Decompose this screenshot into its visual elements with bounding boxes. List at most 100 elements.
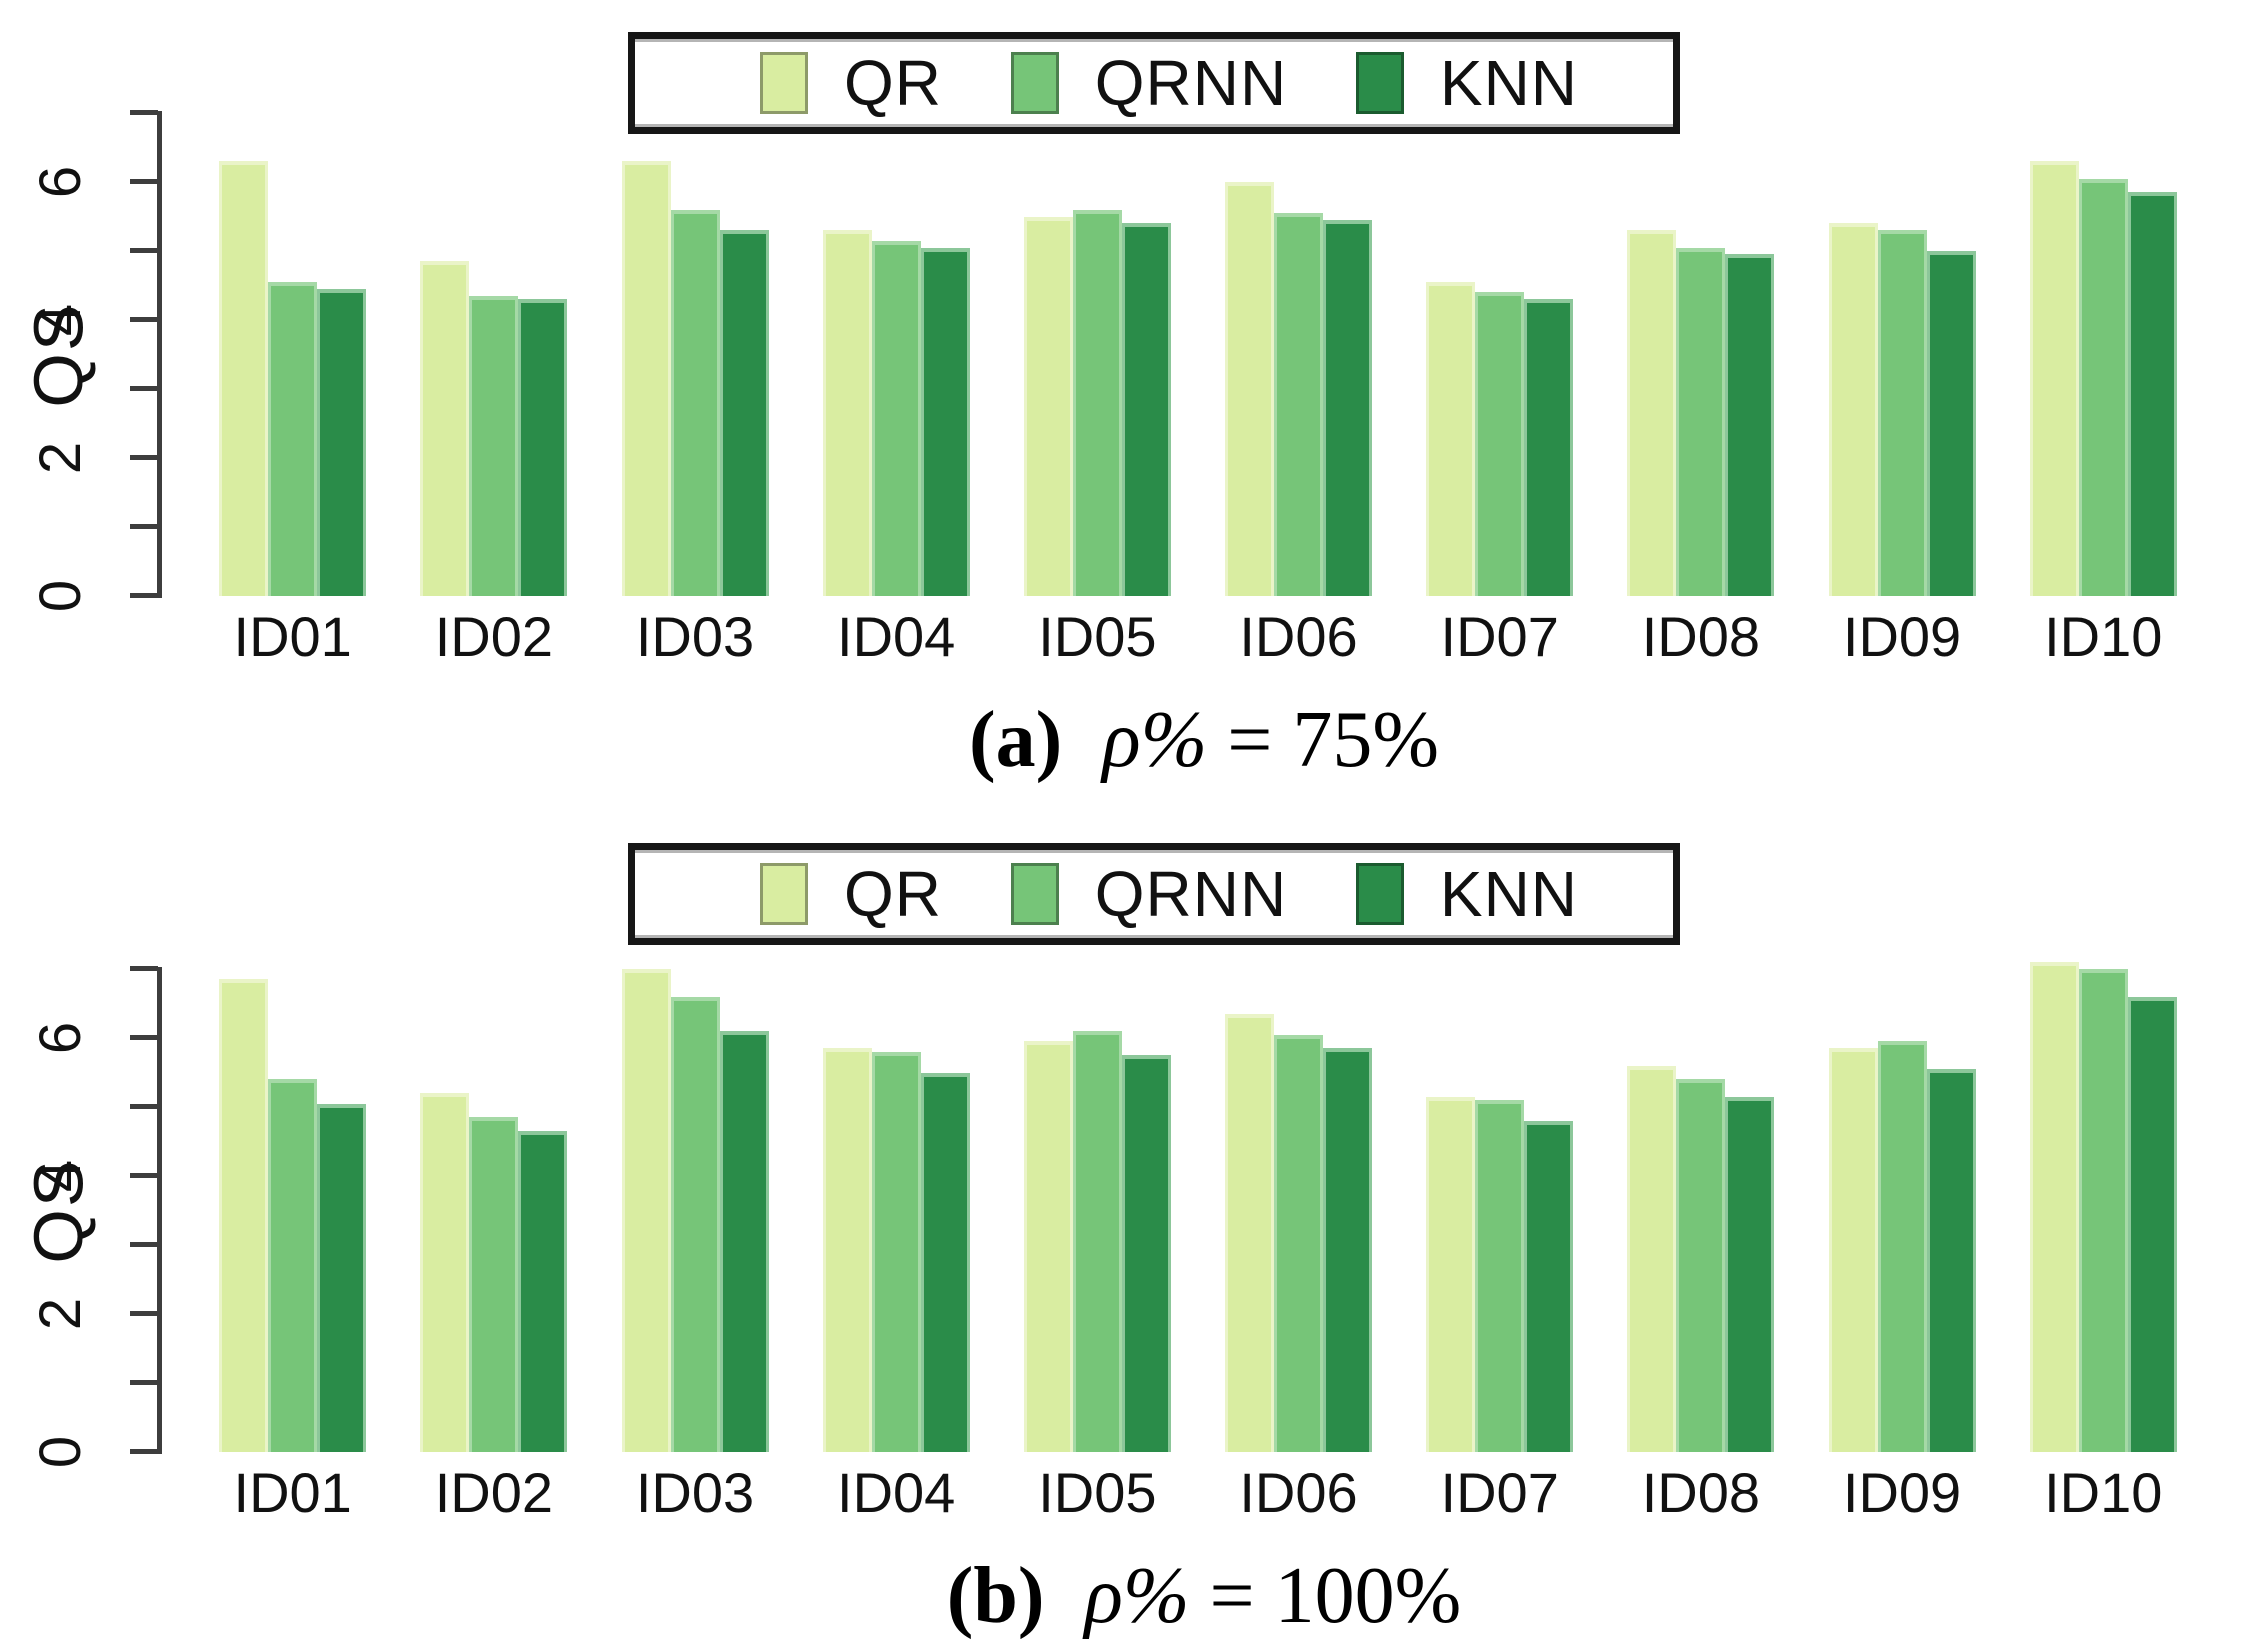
bar-qr-id04 <box>822 1048 872 1452</box>
x-label-id05: ID05 <box>1038 605 1157 668</box>
x-axis-labels: ID01 ID02 ID03 ID04 ID05 ID06 ID07 ID08 ID09 ID10 <box>165 604 2231 669</box>
bar-group-id02 <box>420 261 568 596</box>
y-tick <box>130 1380 158 1385</box>
bar-qr-id09 <box>1828 223 1878 596</box>
bar-knn-id04 <box>920 1072 970 1452</box>
bar-group-id04 <box>822 1048 970 1452</box>
legend-box: QR QRNN KNN <box>628 32 1680 134</box>
bar-knn-id10 <box>2127 192 2177 596</box>
legend-label-qr: QR <box>844 47 942 119</box>
bars-area <box>165 962 2231 1452</box>
bar-group-id09 <box>1828 223 1976 596</box>
y-tick <box>130 110 158 115</box>
bar-group-id01 <box>219 979 367 1452</box>
caption-rho-symbol: ρ% <box>1084 1552 1190 1640</box>
bar-group-id10 <box>2029 161 2177 596</box>
bar-qrnn-id04 <box>871 1051 921 1452</box>
caption-rho-symbol: ρ% <box>1102 696 1208 784</box>
bar-group-id01 <box>219 161 367 596</box>
legend-swatch-knn <box>1355 863 1404 925</box>
bar-knn-id03 <box>719 230 769 596</box>
bar-group-id03 <box>621 969 769 1452</box>
bar-qrnn-id09 <box>1877 1041 1927 1452</box>
legend-label-qr: QR <box>844 858 942 930</box>
bar-knn-id10 <box>2127 996 2177 1452</box>
bar-group-id08 <box>1627 230 1775 596</box>
bar-qr-id07 <box>1426 1096 1476 1452</box>
x-axis-labels: ID01 ID02 ID03 ID04 ID05 ID06 ID07 ID08 ID09 ID10 <box>165 1460 2231 1525</box>
x-label-id04: ID04 <box>837 1461 956 1524</box>
x-label-id05: ID05 <box>1038 1461 1157 1524</box>
y-tick-label: 4 <box>27 303 93 337</box>
y-tick <box>130 1242 158 1247</box>
x-label-id03: ID03 <box>635 605 755 668</box>
bar-group-id05 <box>1023 1031 1171 1452</box>
bar-knn-id02 <box>518 1131 568 1452</box>
legend-item-qrnn: QRNN <box>1010 46 1287 120</box>
bar-qr-id10 <box>2029 161 2079 596</box>
bar-knn-id03 <box>719 1031 769 1452</box>
legend-swatch-qrnn <box>1010 863 1059 925</box>
bar-knn-id08 <box>1725 1096 1775 1452</box>
y-tick-label: 6 <box>27 165 93 199</box>
caption-label: (b) <box>946 1552 1045 1640</box>
panel-b: QR QRNN KNN QS 0 2 4 6 ID01 ID02 ID03 ID04 ID05 ID06 I… <box>0 818 2243 1640</box>
bar-qr-id08 <box>1627 1065 1677 1452</box>
legend-box: QR QRNN KNN <box>628 843 1680 945</box>
bar-knn-id07 <box>1524 1120 1574 1452</box>
y-tick-label: 4 <box>27 1159 93 1193</box>
legend-item-qrnn: QRNN <box>1010 857 1288 931</box>
x-label-id10: ID10 <box>2044 1461 2163 1524</box>
bar-knn-id05 <box>1121 223 1171 596</box>
x-label-id07: ID07 <box>1440 1461 1559 1524</box>
bar-knn-id06 <box>1323 1048 1373 1452</box>
bar-qr-id03 <box>621 161 671 596</box>
caption-space <box>1062 696 1102 784</box>
y-tick-label: 2 <box>27 1297 93 1331</box>
y-tick <box>130 1449 158 1454</box>
y-tick <box>130 966 158 971</box>
bar-qr-id02 <box>420 261 470 596</box>
x-label-id01: ID01 <box>233 605 352 668</box>
bar-qr-id02 <box>420 1093 470 1452</box>
x-label-id09: ID09 <box>1842 605 1962 668</box>
bar-qrnn-id07 <box>1475 1100 1525 1452</box>
legend-label-qrnn: QRNN <box>1094 858 1288 930</box>
caption-value: = 100% <box>1189 1552 1462 1640</box>
x-label-id02: ID02 <box>434 1461 553 1524</box>
bar-qr-id07 <box>1426 282 1476 596</box>
bar-qr-id05 <box>1023 1041 1073 1452</box>
bar-group-id05 <box>1023 209 1171 596</box>
caption-value: = 75% <box>1207 696 1440 784</box>
y-tick-label: 6 <box>27 1021 93 1055</box>
caption-label: (a) <box>968 696 1063 784</box>
bar-qr-id01 <box>219 161 269 596</box>
bar-qrnn-id03 <box>670 996 720 1452</box>
bar-knn-id01 <box>317 288 367 596</box>
y-axis <box>157 967 162 1454</box>
x-label-id08: ID08 <box>1641 605 1761 668</box>
bar-qr-id04 <box>822 230 872 596</box>
legend-swatch-qr <box>760 863 808 925</box>
panel-caption: (b) ρ% = 100% <box>165 1551 2243 1642</box>
bar-knn-id07 <box>1524 299 1574 596</box>
y-tick-label: 2 <box>27 441 93 475</box>
bar-qrnn-id02 <box>469 295 519 596</box>
bar-qrnn-id06 <box>1274 1034 1324 1452</box>
y-tick <box>130 248 158 253</box>
bar-knn-id09 <box>1926 1069 1976 1452</box>
bar-qr-id08 <box>1627 230 1677 596</box>
bar-qrnn-id08 <box>1676 1079 1726 1452</box>
bar-knn-id09 <box>1926 251 1976 596</box>
bar-knn-id01 <box>317 1103 367 1452</box>
bar-qr-id03 <box>621 969 671 1452</box>
bar-group-id07 <box>1426 282 1574 596</box>
legend-label-knn: KNN <box>1439 858 1578 930</box>
plot-area: QS 0 2 4 6 <box>0 110 2243 612</box>
y-tick <box>130 524 158 529</box>
y-tick <box>130 1173 158 1178</box>
y-tick-label: 0 <box>27 1435 93 1469</box>
bar-group-id10 <box>2029 962 2177 1452</box>
bar-knn-id06 <box>1323 219 1373 596</box>
bar-qrnn-id08 <box>1676 247 1726 596</box>
